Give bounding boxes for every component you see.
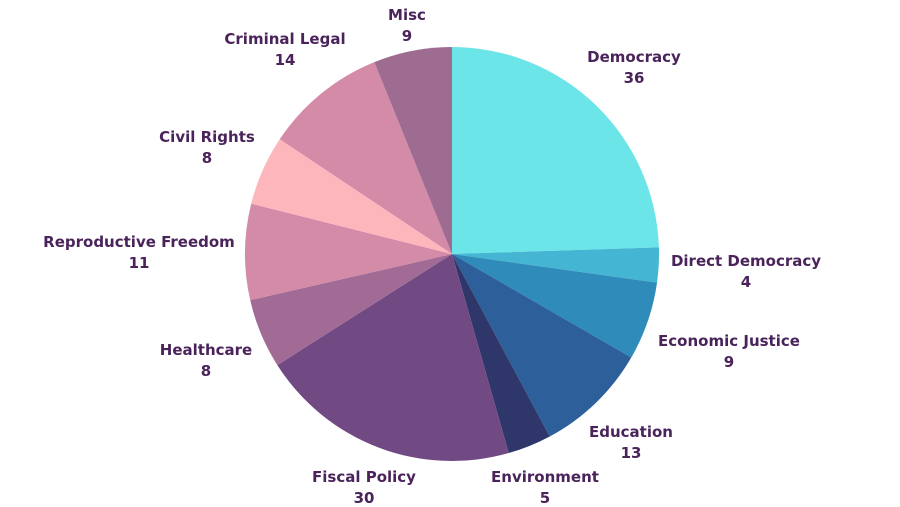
pie-slice-reproductive-freedom (245, 203, 452, 301)
slice-label-misc: Misc 9 (388, 6, 426, 45)
pie-slices (245, 47, 659, 461)
slice-label-name: Direct Democracy (671, 252, 821, 270)
slice-label-value: 5 (540, 489, 550, 507)
slice-label-value: 4 (741, 273, 751, 291)
slice-label-name: Economic Justice (658, 332, 800, 350)
slice-label-name: Environment (491, 468, 599, 486)
pie-slice-direct-democracy (452, 247, 659, 283)
slice-label-name: Democracy (587, 48, 681, 66)
pie-slice-environment (452, 254, 550, 454)
slice-label-civil-rights: Civil Rights 8 (159, 128, 255, 167)
slice-label-democracy: Democracy 36 (587, 48, 681, 87)
slice-label-value: 36 (624, 69, 645, 87)
slice-label-name: Healthcare (160, 341, 252, 359)
pie-slice-healthcare (250, 254, 452, 366)
slice-label-value: 9 (724, 353, 734, 371)
slice-label-education: Education 13 (589, 423, 673, 462)
pie-slice-misc (374, 47, 452, 254)
pie-slice-fiscal-policy (277, 254, 509, 461)
slice-label-name: Misc (388, 6, 426, 24)
pie-slice-civil-rights (251, 139, 452, 254)
slice-label-value: 30 (354, 489, 375, 507)
pie-slice-education (452, 254, 632, 437)
slice-label-name: Reproductive Freedom (43, 233, 235, 251)
slice-labels: Democracy 36 Direct Democracy 4 Economic Jus… (43, 6, 821, 507)
slice-label-value: 8 (202, 149, 212, 167)
slice-label-name: Fiscal Policy (312, 468, 416, 486)
slice-label-value: 13 (621, 444, 642, 462)
slice-label-healthcare: Healthcare 8 (160, 341, 252, 380)
slice-label-name: Criminal Legal (224, 30, 345, 48)
slice-label-value: 9 (402, 27, 412, 45)
slice-label-value: 8 (201, 362, 211, 380)
slice-label-economic-justice: Economic Justice 9 (658, 332, 800, 371)
slice-label-value: 11 (129, 254, 150, 272)
slice-label-name: Civil Rights (159, 128, 255, 146)
slice-label-value: 14 (275, 51, 296, 69)
slice-label-name: Education (589, 423, 673, 441)
slice-label-environment: Environment 5 (491, 468, 599, 507)
slice-label-direct-democracy: Direct Democracy 4 (671, 252, 821, 291)
slice-label-criminal-legal: Criminal Legal 14 (224, 30, 345, 69)
slice-label-reproductive-freedom: Reproductive Freedom 11 (43, 233, 235, 272)
slice-label-fiscal-policy: Fiscal Policy 30 (312, 468, 416, 507)
pie-slice-democracy (452, 47, 659, 254)
pie-slice-criminal-legal (279, 62, 452, 254)
pie-slice-economic-justice (452, 254, 658, 358)
